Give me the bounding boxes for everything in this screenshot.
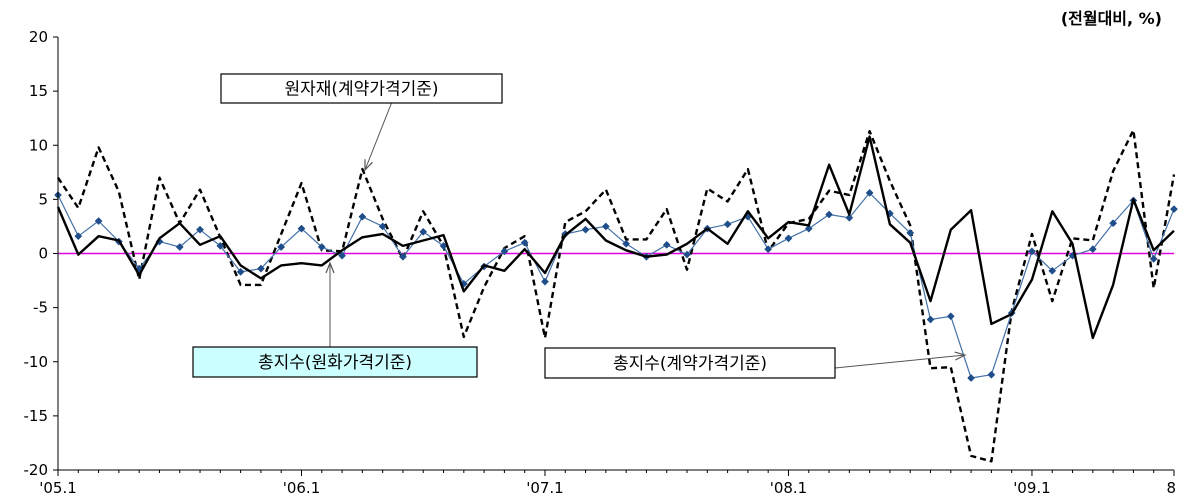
x-tick-label: '08.1 bbox=[770, 479, 808, 497]
y-tick-label: 5 bbox=[38, 190, 48, 208]
callout-leader-line bbox=[364, 102, 392, 171]
y-tick-label: -5 bbox=[33, 299, 48, 317]
data-point-contract_total bbox=[987, 370, 996, 379]
data-point-contract_total bbox=[541, 277, 549, 286]
callout-label: 원자재(계약가격기준) bbox=[284, 80, 438, 100]
callout-label: 총지수(원화가격기준) bbox=[258, 353, 412, 373]
data-point-contract_total bbox=[277, 243, 286, 251]
data-point-contract_total bbox=[906, 228, 915, 237]
callout-arrowhead bbox=[364, 159, 373, 172]
y-tick-label: 20 bbox=[29, 28, 48, 46]
callout-label: 총지수(계약가격기준) bbox=[613, 354, 767, 374]
x-tick-label: '05.1 bbox=[39, 479, 77, 497]
data-point-contract_total bbox=[175, 243, 184, 251]
data-point-contract_total bbox=[297, 224, 306, 233]
data-point-contract_total bbox=[196, 225, 204, 234]
data-point-contract_total bbox=[74, 232, 83, 241]
x-tick-label: 8 bbox=[1166, 479, 1176, 497]
callout-box bbox=[544, 347, 836, 379]
data-point-contract_total bbox=[1088, 245, 1097, 254]
data-point-contract_total bbox=[804, 224, 813, 233]
data-point-contract_total bbox=[784, 234, 793, 243]
callout-box bbox=[192, 346, 478, 378]
data-point-contract_total bbox=[662, 240, 671, 249]
data-point-contract_total bbox=[601, 222, 610, 231]
x-tick-label: '06.1 bbox=[283, 479, 321, 497]
data-point-contract_total bbox=[378, 222, 387, 231]
y-tick-label: 10 bbox=[29, 136, 48, 154]
unit-label: (전월대비, %) bbox=[1061, 9, 1162, 28]
series-line-krw_total bbox=[56, 135, 1175, 340]
data-point-contract_total bbox=[1048, 266, 1057, 275]
data-point-contract_total bbox=[358, 212, 367, 221]
y-tick-label: 15 bbox=[29, 82, 48, 100]
data-point-contract_total bbox=[317, 243, 326, 251]
data-point-contract_total bbox=[622, 239, 631, 248]
data-point-contract_total bbox=[1109, 219, 1118, 228]
data-point-contract_total bbox=[216, 241, 225, 250]
series-line-contract_raw bbox=[57, 128, 1176, 463]
x-tick-label: '07.1 bbox=[526, 479, 564, 497]
y-tick-label: -10 bbox=[24, 353, 49, 371]
data-point-contract_total bbox=[1149, 254, 1158, 263]
data-point-contract_total bbox=[1170, 205, 1178, 214]
data-point-contract_total bbox=[256, 264, 265, 273]
data-point-contract_total bbox=[135, 264, 144, 273]
y-tick-label: -15 bbox=[24, 407, 49, 425]
data-point-contract_total bbox=[236, 267, 245, 276]
data-point-contract_total bbox=[419, 227, 428, 236]
data-point-contract_total bbox=[967, 374, 976, 382]
data-point-contract_total bbox=[338, 251, 347, 260]
data-point-contract_total bbox=[926, 315, 935, 324]
callout-box bbox=[220, 73, 503, 104]
data-point-contract_total bbox=[825, 210, 834, 219]
y-tick-label: -20 bbox=[24, 461, 49, 479]
data-point-contract_total bbox=[683, 250, 691, 259]
data-point-contract_total bbox=[398, 252, 407, 261]
data-point-contract_total bbox=[1028, 247, 1036, 256]
callout-arrowhead bbox=[954, 351, 967, 361]
callout-leader-line bbox=[834, 354, 966, 369]
data-point-contract_total bbox=[845, 213, 854, 222]
x-tick-label: '09.1 bbox=[1013, 479, 1051, 497]
callout-arrowhead bbox=[325, 261, 335, 274]
data-point-contract_total bbox=[581, 225, 590, 234]
data-point-contract_total bbox=[946, 312, 955, 321]
data-point-contract_total bbox=[865, 188, 874, 197]
data-point-contract_total bbox=[764, 245, 773, 254]
data-point-contract_total bbox=[520, 238, 529, 247]
data-point-contract_total bbox=[94, 217, 103, 225]
y-tick-label: 0 bbox=[38, 245, 48, 263]
data-point-contract_total bbox=[723, 220, 732, 229]
data-point-contract_total bbox=[500, 247, 509, 256]
